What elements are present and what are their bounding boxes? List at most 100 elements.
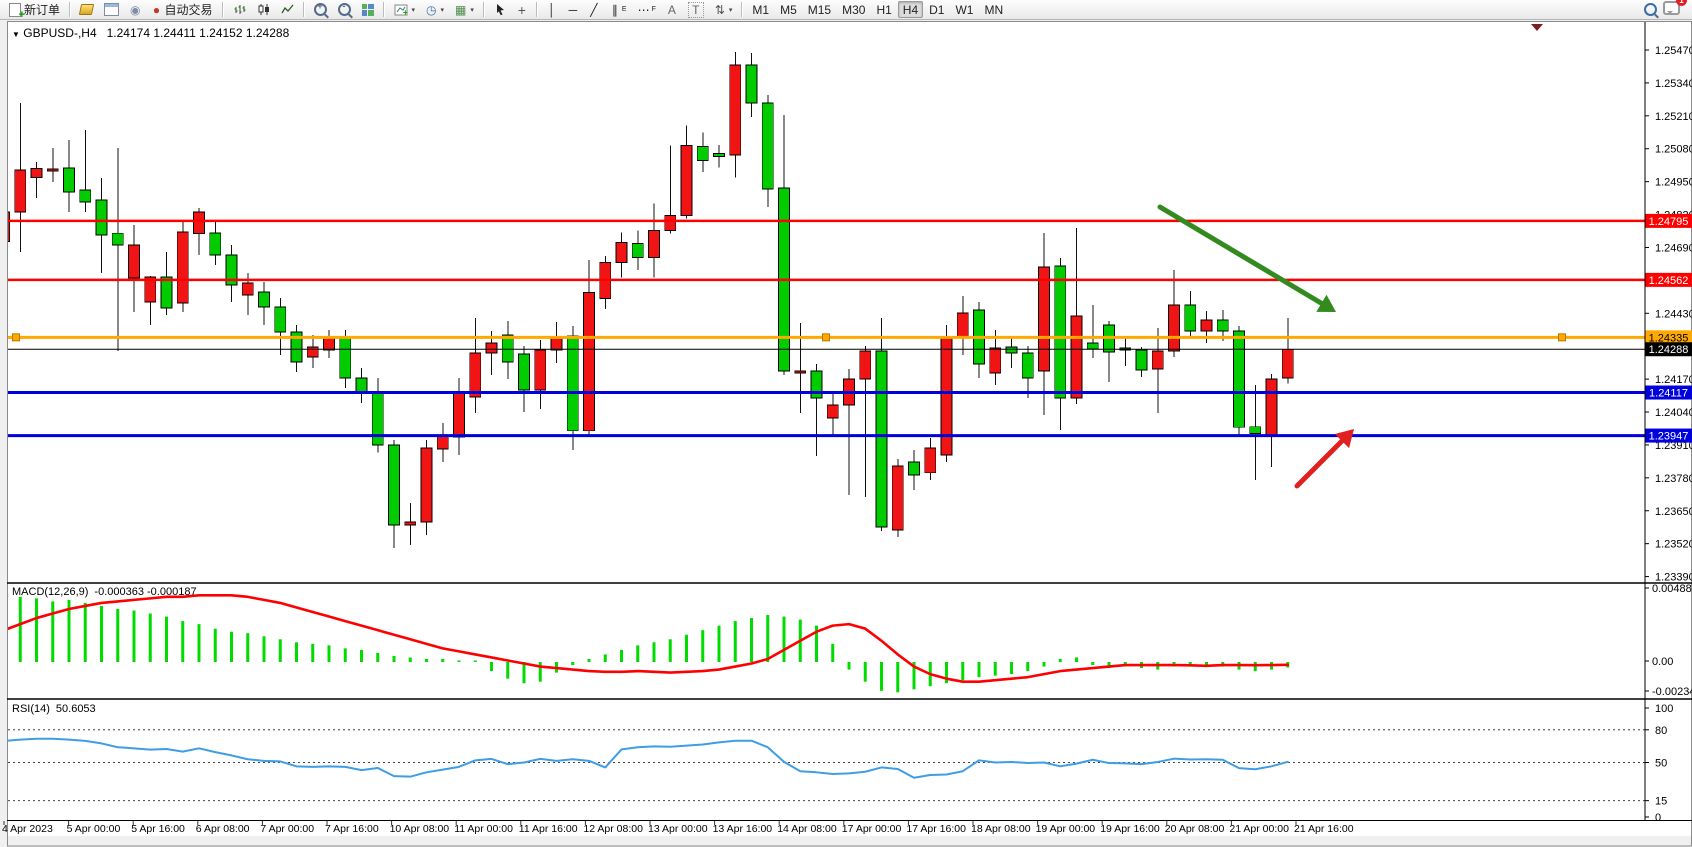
macd-bar (392, 655, 396, 662)
macd-bar (912, 662, 916, 690)
zoom-in-button[interactable]: + (309, 1, 332, 18)
candle-bull (615, 242, 628, 264)
date-axis-label: 21 Apr 16:00 (1294, 823, 1354, 835)
chart-canvas[interactable]: 1.254701.253401.252101.250801.249501.248… (0, 20, 1692, 847)
arrows-tool-button[interactable]: ⇅ ▾ (710, 1, 738, 18)
chart-bottom-strip (7, 836, 1692, 847)
macd-bar (880, 662, 883, 691)
macd-bar (230, 631, 233, 662)
zoom-in-icon: + (313, 1, 327, 16)
channel-sub-label: E (621, 6, 627, 13)
price-axis-label: 1.23910 (1655, 440, 1692, 452)
price-axis-label: 1.23780 (1655, 473, 1692, 485)
timeframe-m5-button[interactable]: M5 (775, 1, 802, 18)
candle-bull (956, 312, 969, 339)
price-line-label: 1.23947 (1649, 431, 1689, 443)
candle-bull (469, 352, 482, 398)
zoom-out-button[interactable]: - (333, 1, 356, 18)
candle-bull (1265, 378, 1278, 437)
text-label-button[interactable]: T (683, 1, 709, 18)
line-handle[interactable] (1558, 333, 1566, 342)
chart-window-button[interactable] (99, 1, 124, 18)
timeframe-h4-button[interactable]: H4 (897, 1, 924, 18)
periods-button[interactable]: ◷ ▾ (421, 1, 449, 18)
bar-chart-button[interactable] (228, 1, 251, 18)
price-axis-label: 1.24430 (1655, 308, 1692, 320)
template-icon: ▦ (455, 2, 467, 17)
macd-bar (977, 662, 981, 678)
zoom-out-icon: - (337, 1, 351, 16)
price-axis-label: 1.25210 (1655, 111, 1692, 123)
timeframe-m15-button[interactable]: M15 (803, 1, 836, 18)
date-axis-label: 17 Apr 00:00 (842, 823, 902, 835)
macd-bar (782, 616, 786, 662)
channel-icon: ∥ (611, 2, 618, 17)
trendline-button[interactable]: ╱ (584, 1, 604, 18)
candlestick-chart-button[interactable] (252, 1, 275, 18)
new-order-button[interactable]: 新订单 (4, 1, 65, 21)
vertical-line-button[interactable]: │ (542, 1, 562, 18)
candle-bear (111, 232, 124, 246)
styles-button[interactable] (75, 1, 98, 18)
candle-bull (8, 211, 10, 242)
channel-button[interactable]: ∥ E (605, 1, 632, 18)
tile-windows-button[interactable] (357, 1, 379, 18)
red-signal-arrow-head[interactable] (1334, 429, 1354, 449)
candle-bear (339, 337, 352, 379)
candle-bull (550, 337, 563, 351)
templates-button[interactable]: ▦ ▾ (450, 1, 479, 18)
timeframe-d1-button[interactable]: D1 (924, 1, 949, 18)
candle-bull (664, 214, 677, 231)
line-handle[interactable] (12, 333, 20, 342)
green-trend-arrow[interactable] (1157, 204, 1329, 309)
autotrading-button[interactable]: ● 自动交易 (147, 1, 218, 18)
horizontal-line-button[interactable]: ─ (563, 1, 583, 18)
macd-bar (425, 658, 428, 662)
timeframe-mn-button[interactable]: MN (979, 1, 1008, 18)
macd-bar (165, 616, 168, 662)
macd-bar (67, 599, 71, 662)
toolbar: 新订单 ◉ ● 自动交易 + - + ▾ ◷ ▾ ▦ ▾ + │ ─ ╱ ∥E (0, 0, 1692, 21)
macd-bar (327, 645, 331, 662)
macd-bar (457, 660, 461, 662)
date-axis-label: 13 Apr 16:00 (713, 823, 773, 835)
date-axis-label: 18 Apr 08:00 (971, 823, 1031, 835)
price-axis-label: 1.25080 (1655, 144, 1692, 156)
green-trend-arrow-head[interactable] (1316, 294, 1336, 312)
candle-bull (453, 392, 465, 438)
date-axis-label: 6 Apr 08:00 (196, 823, 250, 835)
macd-axis-label: -0.002341 (1652, 686, 1692, 698)
macd-bar (1205, 662, 1208, 666)
price-line-label: 1.24288 (1649, 344, 1689, 356)
dropdown-icon: ▾ (728, 6, 733, 14)
toolbar-separator (69, 2, 72, 17)
notifications-button[interactable]: 1 (1663, 0, 1687, 18)
text-button[interactable]: A (662, 1, 682, 18)
new-chart-button[interactable]: + ▾ (389, 1, 421, 18)
macd-bar (473, 660, 477, 662)
chart-collapse-icon[interactable]: ▼ (12, 30, 20, 39)
timeframe-h1-button[interactable]: H1 (871, 1, 896, 18)
candle-bull (534, 349, 547, 391)
candle-bear (1184, 304, 1197, 332)
candle-bear (290, 331, 303, 363)
crosshair-button[interactable]: + (512, 1, 532, 18)
red-signal-arrow[interactable] (1294, 434, 1349, 489)
chart-shift-marker[interactable] (1531, 24, 1543, 31)
macd-bar (522, 662, 526, 684)
candle-bull (1281, 348, 1294, 379)
timeframe-m1-button[interactable]: M1 (747, 1, 774, 18)
macd-bar (100, 605, 103, 662)
fibonacci-button[interactable]: ⋯ F (633, 1, 661, 18)
broadcast-button[interactable]: ◉ (125, 1, 145, 18)
price-axis-label: 1.24950 (1655, 177, 1692, 189)
cursor-button[interactable] (489, 1, 511, 18)
candle-bull (1038, 266, 1050, 372)
timeframe-m30-button[interactable]: M30 (837, 1, 870, 18)
line-handle[interactable] (822, 333, 830, 342)
date-axis-label: 13 Apr 00:00 (648, 823, 708, 835)
timeframe-w1-button[interactable]: W1 (950, 1, 978, 18)
search-button[interactable] (1639, 1, 1662, 18)
line-chart-button[interactable] (276, 1, 299, 18)
date-axis-label: 11 Apr 16:00 (519, 823, 578, 835)
